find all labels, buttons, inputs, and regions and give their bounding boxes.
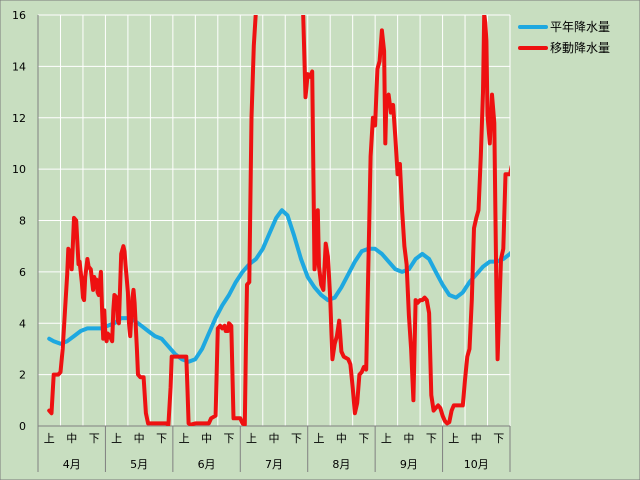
axes: 0246810121416上中下上中下上中下上中下上中下上中下上中下4月 5月 6月… [12, 9, 511, 472]
x-dekad-label: 下 [493, 432, 504, 445]
x-dekad-label: 中 [66, 432, 77, 445]
y-tick-label: 14 [12, 60, 26, 73]
x-month-label: 4月 [63, 458, 81, 471]
y-tick-label: 4 [19, 317, 26, 330]
x-month-label: 8月 [332, 458, 350, 471]
y-tick-label: 6 [19, 266, 26, 279]
x-month-label: 9月 [400, 458, 418, 471]
y-tick-label: 12 [12, 112, 26, 125]
x-dekad-label: 中 [269, 432, 280, 445]
x-dekad-label: 下 [224, 432, 235, 445]
x-dekad-label: 下 [156, 432, 167, 445]
x-dekad-label: 中 [201, 432, 212, 445]
x-month-label: 6月 [198, 458, 216, 471]
x-dekad-label: 上 [448, 432, 459, 445]
legend-label-0: 平年降水量 [550, 20, 610, 34]
x-month-label: 7月 [265, 458, 283, 471]
x-dekad-label: 中 [336, 432, 347, 445]
x-dekad-label: 下 [358, 432, 369, 445]
x-dekad-label: 中 [403, 432, 414, 445]
x-month-label: 5月 [130, 458, 148, 471]
x-dekad-label: 中 [134, 432, 145, 445]
x-dekad-label: 上 [246, 432, 257, 445]
x-dekad-label: 上 [44, 432, 55, 445]
x-month-label: 10月 [464, 458, 489, 471]
series-lines [47, 15, 510, 426]
x-dekad-label: 中 [471, 432, 482, 445]
x-dekad-label: 上 [179, 432, 190, 445]
y-tick-label: 0 [19, 420, 26, 433]
x-dekad-label: 上 [111, 432, 122, 445]
y-tick-label: 10 [12, 163, 26, 176]
y-tick-label: 2 [19, 369, 26, 382]
legend-label-1: 移動降水量 [550, 41, 610, 55]
y-tick-label: 8 [19, 215, 26, 228]
x-dekad-label: 上 [381, 432, 392, 445]
x-dekad-label: 下 [291, 432, 302, 445]
series-line-1 [47, 15, 510, 426]
x-dekad-label: 下 [89, 432, 100, 445]
x-dekad-label: 下 [426, 432, 437, 445]
y-tick-label: 16 [12, 9, 26, 22]
x-dekad-label: 上 [313, 432, 324, 445]
